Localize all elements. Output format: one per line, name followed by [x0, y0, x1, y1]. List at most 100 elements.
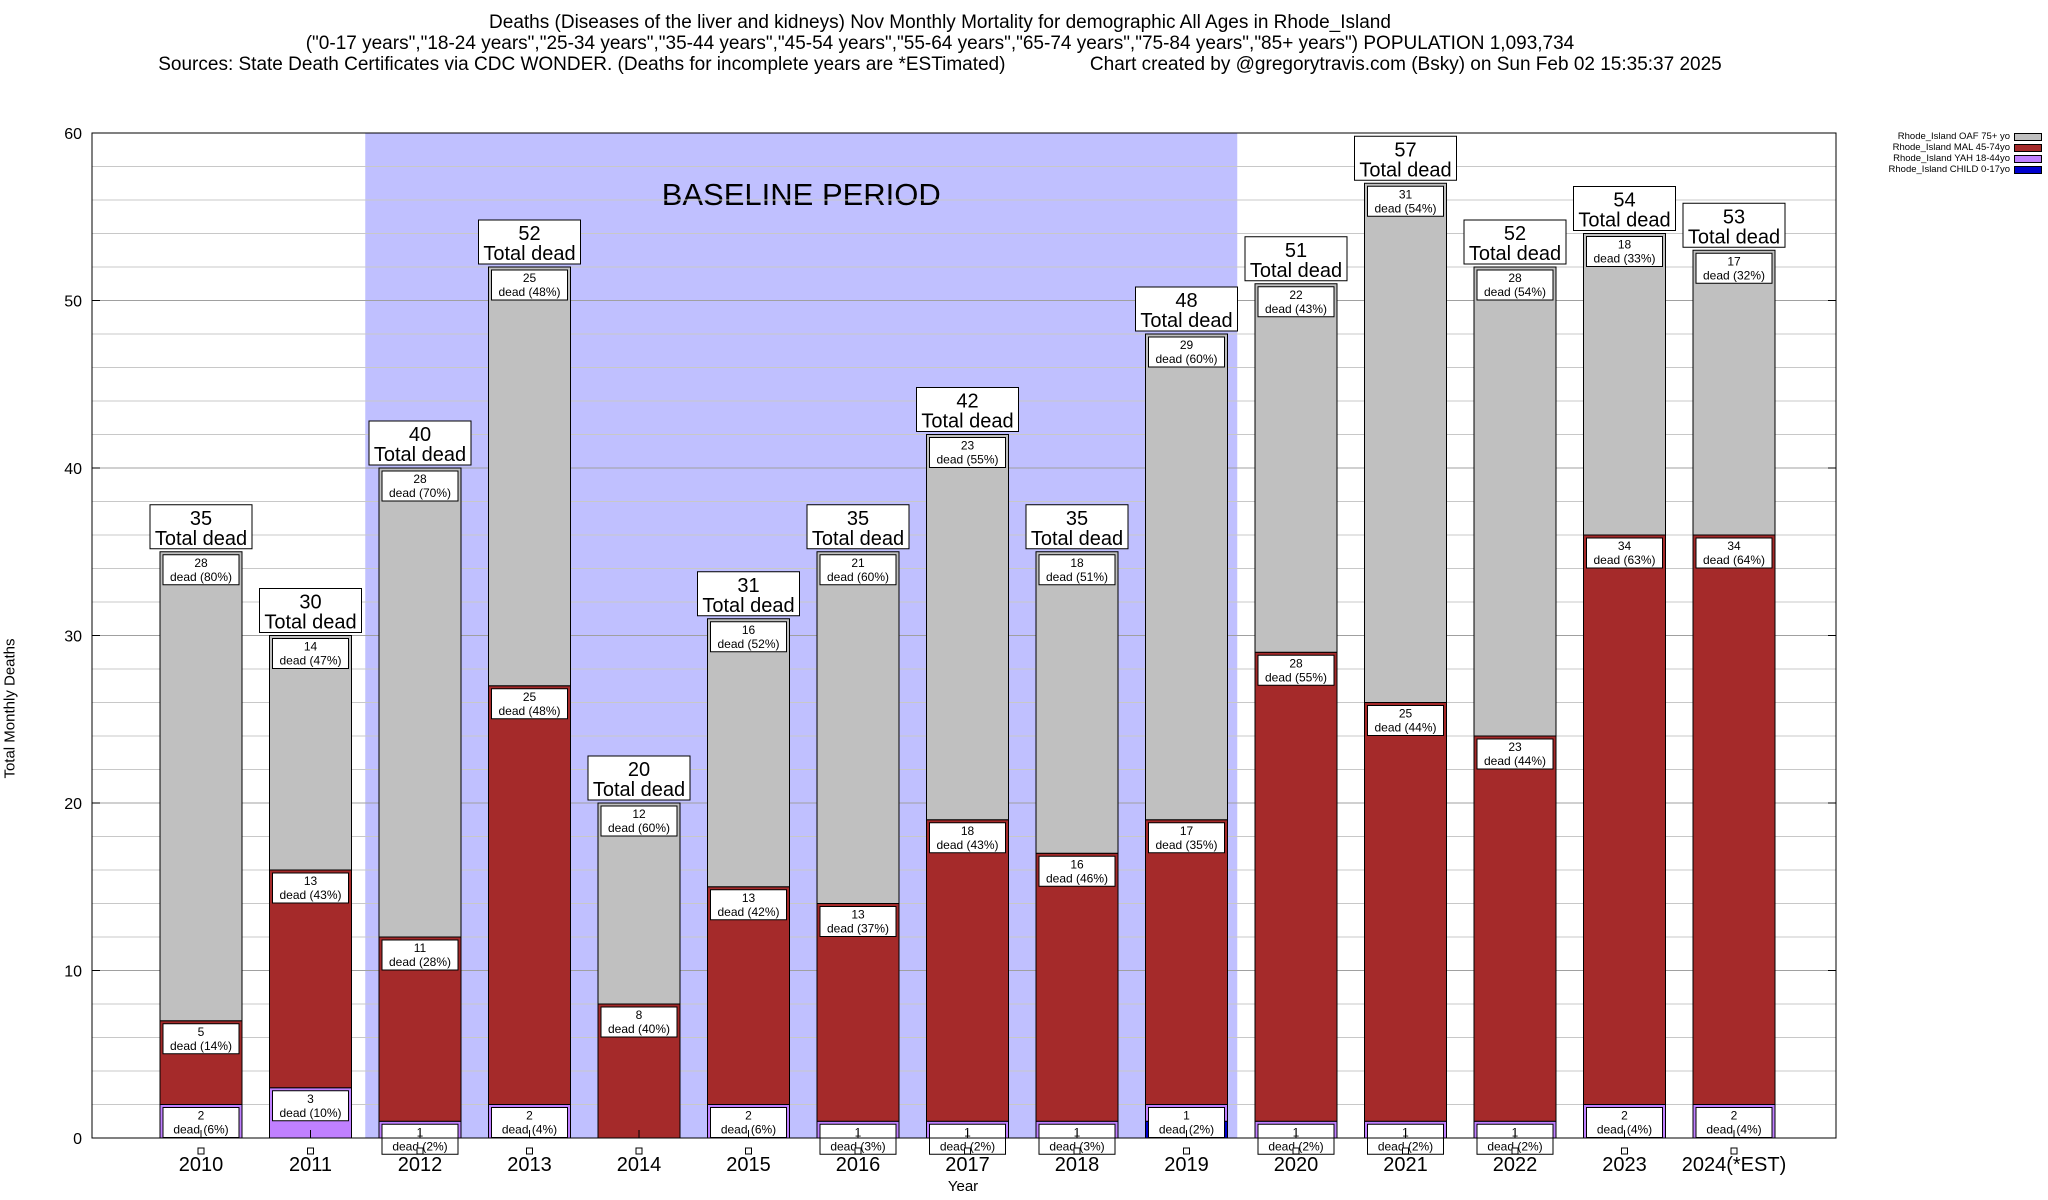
segment-label-count: 34 [1727, 539, 1741, 553]
total-label-box [587, 755, 691, 801]
bar-segment-oaf [1035, 551, 1119, 854]
y-tick-label: 20 [64, 796, 82, 813]
x-marker [1730, 1147, 1738, 1155]
total-label-count: 35 [847, 508, 869, 530]
bar-segment-mal [1035, 852, 1119, 1122]
segment-label-box [710, 621, 787, 653]
total-label-count: 52 [518, 223, 540, 245]
total-label-count: 31 [737, 575, 759, 597]
bar-segment-oaf [269, 635, 352, 871]
segment-label-pct: dead (3%) [830, 1139, 885, 1153]
total-label-count: 48 [1175, 290, 1197, 312]
legend-label-oaf: Rhode_Island OAF 75+ yo [1897, 131, 2010, 142]
segment-label-box [1586, 236, 1663, 267]
segment-label-count: 8 [636, 1008, 643, 1022]
x-marker [745, 1147, 752, 1155]
segment-label-count: 14 [304, 640, 318, 654]
y-tick-label: 60 [64, 126, 82, 143]
total-label-text: Total dead [702, 595, 794, 617]
segment-label-count: 28 [1508, 271, 1522, 285]
legend-label-yah: Rhode_Island YAH 18-44yo [1893, 153, 2010, 164]
total-label-text: Total dead [1359, 159, 1451, 181]
chart-legend: Rhode_Island OAF 75+ yo Rhode_Island MAL… [1852, 131, 2042, 175]
total-label-box [1135, 286, 1238, 332]
total-label-text: Total dead [155, 528, 247, 550]
segment-label-pct: dead (60%) [827, 570, 889, 584]
x-tick-label: 2018 [1055, 1154, 1100, 1176]
segment-label-pct: dead (2%) [1159, 1123, 1214, 1137]
legend-swatch-mal [2014, 143, 2042, 152]
y-tick-label: 50 [64, 294, 82, 311]
x-tick-label: 2024(*EST) [1682, 1154, 1787, 1176]
total-label-box [1244, 236, 1348, 282]
x-tick-label: 2017 [945, 1154, 990, 1176]
segment-label-box [819, 554, 897, 586]
legend-swatch-yah [2014, 154, 2042, 163]
bar-segment-oaf [378, 467, 462, 938]
segment-label-pct: dead (54%) [1484, 285, 1546, 299]
segment-label-pct: dead (46%) [1046, 871, 1108, 885]
total-label-count: 51 [1285, 240, 1307, 262]
segment-label-box [1695, 537, 1773, 569]
segment-label-pct: dead (2%) [1268, 1139, 1323, 1153]
segment-label-count: 16 [742, 623, 756, 637]
segment-label-count: 34 [1618, 539, 1632, 553]
segment-label-pct: dead (43%) [936, 838, 998, 852]
total-label-box [1354, 135, 1457, 181]
segment-label-box [272, 1090, 349, 1122]
segment-label-pct: dead (48%) [498, 704, 560, 718]
bar-segment-oaf [1254, 283, 1338, 653]
segment-label-count: 2 [198, 1109, 205, 1123]
segment-label-pct: dead (43%) [1265, 302, 1327, 316]
segment-label-box [1038, 855, 1116, 887]
segment-label-pct: dead (51%) [1046, 570, 1108, 584]
x-marker [416, 1147, 424, 1155]
segment-label-box [1367, 185, 1444, 217]
x-tick-label: 2014 [617, 1154, 662, 1176]
segment-label-count: 18 [1070, 556, 1084, 570]
segment-label-count: 1 [1183, 1109, 1190, 1123]
segment-label-pct: dead (37%) [827, 922, 889, 936]
total-label-text: Total dead [1031, 528, 1123, 550]
total-label-box [368, 420, 472, 466]
x-marker [1073, 1147, 1081, 1155]
segment-label-pct: dead (54%) [1374, 201, 1436, 215]
segment-label-count: 2 [745, 1109, 752, 1123]
segment-label-pct: dead (47%) [279, 654, 341, 668]
segment-label-pct: dead (63%) [1593, 553, 1655, 567]
segment-label-pct: dead (60%) [608, 821, 670, 835]
x-tick-label: 2020 [1274, 1154, 1319, 1176]
segment-label-pct: dead (60%) [1155, 352, 1217, 366]
segment-label-count: 17 [1180, 824, 1194, 838]
total-label-box [806, 504, 910, 550]
segment-label-pct: dead (14%) [170, 1039, 232, 1053]
total-label-text: Total dead [483, 243, 575, 265]
bar-segment-oaf [1364, 182, 1447, 703]
bar-segment-mal [926, 819, 1009, 1122]
x-tick-label: 2013 [507, 1154, 552, 1176]
total-label-text: Total dead [1578, 210, 1670, 232]
segment-label-pct: dead (43%) [279, 888, 341, 902]
x-tick-label: 2011 [289, 1154, 332, 1176]
segment-label-box [710, 889, 787, 921]
segment-label-pct: dead (44%) [1484, 754, 1546, 768]
segment-label-pct: dead (35%) [1155, 838, 1217, 852]
segment-label-pct: dead (4%) [502, 1123, 557, 1137]
segment-label-box [381, 470, 459, 502]
segment-label-count: 16 [1070, 857, 1084, 871]
y-tick-label: 40 [64, 461, 82, 478]
chart-subtitle: ("0-17 years","18-24 years","25-34 years… [305, 33, 1575, 54]
segment-label-box [600, 1006, 678, 1038]
legend-item-mal: Rhode_Island MAL 45-74yo [1852, 142, 2042, 153]
segment-label-pct: dead (10%) [279, 1106, 341, 1120]
bar-segment-mal [707, 886, 790, 1105]
total-label-text: Total dead [1140, 310, 1232, 332]
x-marker [964, 1147, 971, 1155]
total-label-box [916, 387, 1019, 432]
segment-label-count: 23 [961, 439, 975, 453]
total-label-text: Total dead [1250, 260, 1342, 282]
segment-label-box [929, 822, 1006, 854]
segment-label-pct: dead (52%) [717, 637, 779, 651]
total-label-box [259, 588, 362, 633]
